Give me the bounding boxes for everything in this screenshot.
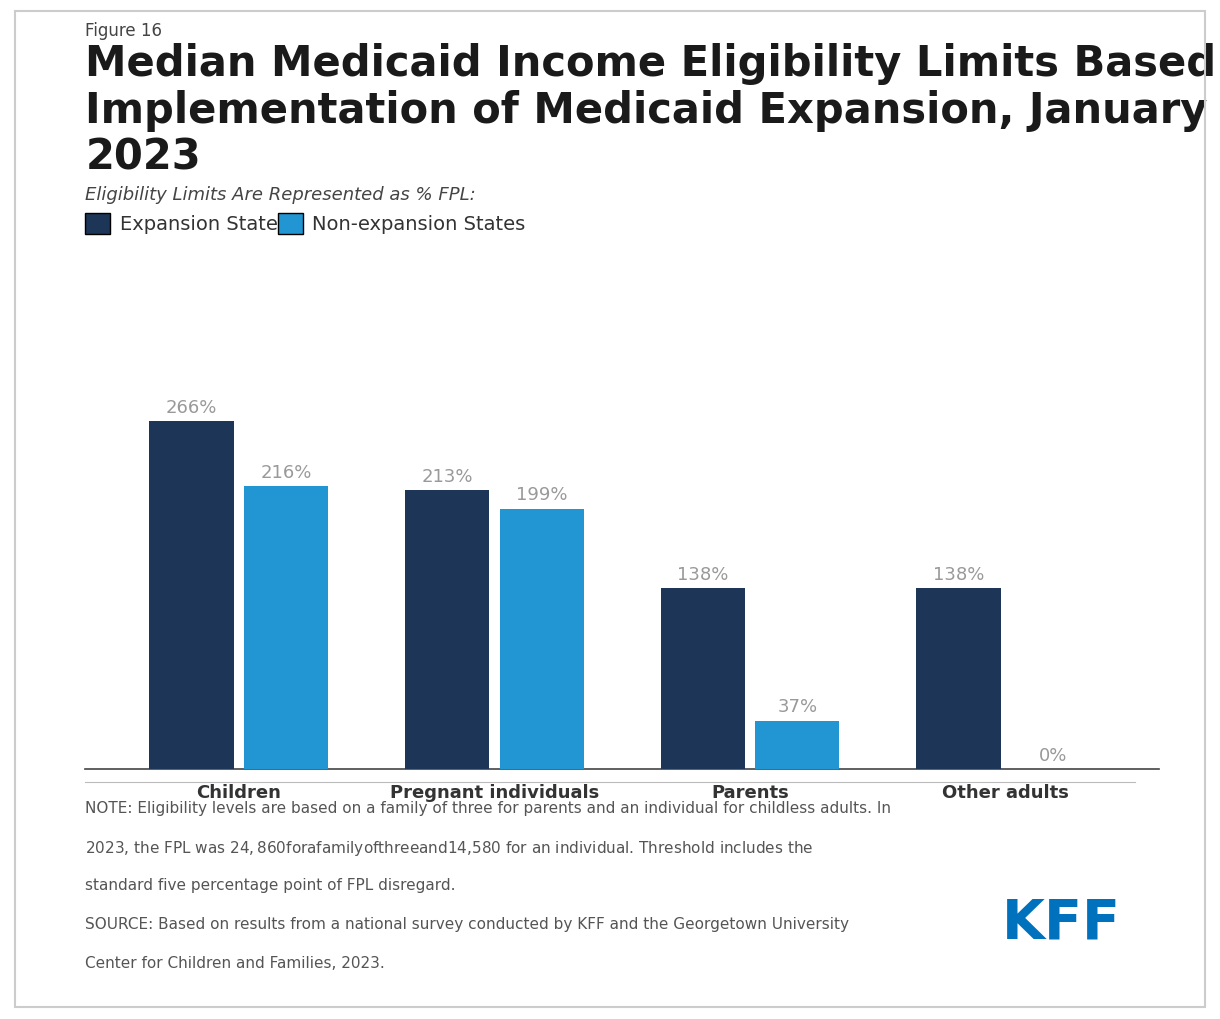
Text: 138%: 138% — [677, 566, 728, 584]
Text: Implementation of Medicaid Expansion, January: Implementation of Medicaid Expansion, Ja… — [85, 90, 1208, 131]
Text: 138%: 138% — [932, 566, 985, 584]
Text: 216%: 216% — [260, 464, 312, 482]
Text: Expansion States: Expansion States — [120, 215, 288, 233]
Text: Figure 16: Figure 16 — [85, 22, 162, 41]
Text: SOURCE: Based on results from a national survey conducted by KFF and the Georget: SOURCE: Based on results from a national… — [85, 916, 849, 931]
Bar — [244, 487, 328, 769]
Text: Non-expansion States: Non-expansion States — [312, 215, 526, 233]
Text: NOTE: Eligibility levels are based on a family of three for parents and an indiv: NOTE: Eligibility levels are based on a … — [85, 800, 892, 815]
Text: 266%: 266% — [166, 398, 217, 416]
Text: Center for Children and Families, 2023.: Center for Children and Families, 2023. — [85, 955, 386, 970]
Text: 37%: 37% — [777, 698, 817, 715]
Text: standard five percentage point of FPL disregard.: standard five percentage point of FPL di… — [85, 877, 456, 893]
Text: Median Medicaid Income Eligibility Limits Based on: Median Medicaid Income Eligibility Limit… — [85, 43, 1220, 85]
Text: 213%: 213% — [421, 468, 473, 486]
Text: KFF: KFF — [1002, 896, 1121, 949]
Bar — [660, 589, 745, 769]
Text: 2023, the FPL was $24,860 for a family of three and $14,580 for an individual. T: 2023, the FPL was $24,860 for a family o… — [85, 839, 814, 858]
Bar — [916, 589, 1000, 769]
Bar — [149, 422, 234, 769]
Text: 2023: 2023 — [85, 137, 201, 178]
Bar — [405, 491, 489, 769]
Text: 199%: 199% — [516, 486, 567, 503]
Text: Eligibility Limits Are Represented as % FPL:: Eligibility Limits Are Represented as % … — [85, 185, 476, 204]
Bar — [499, 510, 584, 769]
Bar — [755, 721, 839, 769]
Text: 0%: 0% — [1038, 746, 1068, 764]
